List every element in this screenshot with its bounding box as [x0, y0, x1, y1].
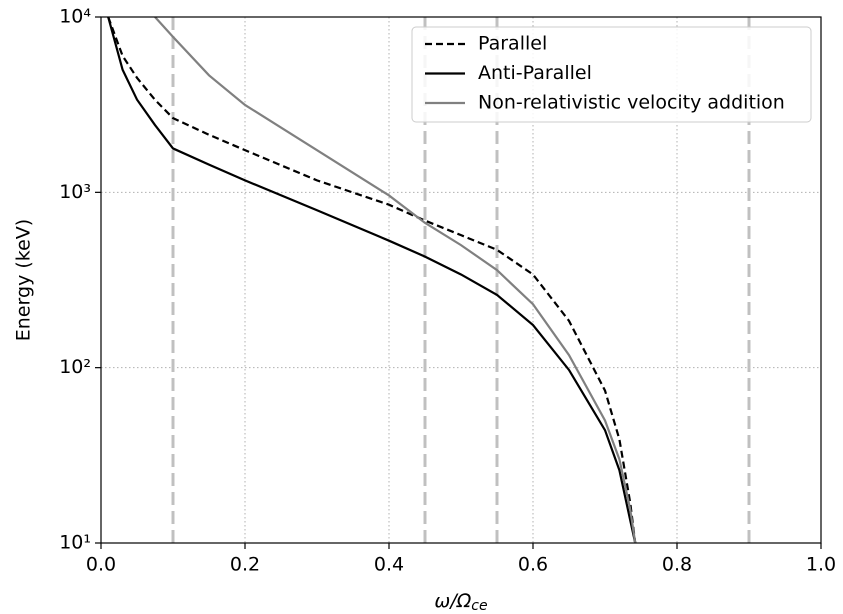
- x-axis-label-sub: ce: [471, 598, 487, 614]
- legend-box: [411, 26, 812, 123]
- plot-frame: [100, 16, 822, 544]
- x-axis-label-main: ω/Ω: [434, 590, 471, 612]
- series-line: [107, 17, 637, 543]
- legend-label: Non-relativistic velocity addition: [478, 92, 785, 114]
- x-tick-label: 0.8: [662, 554, 692, 576]
- y-tick-label: 10³: [59, 181, 91, 203]
- y-tick-label: 10²: [59, 356, 91, 378]
- x-tick-label: 0.4: [374, 554, 404, 576]
- x-axis-label: ω/Ωce: [434, 590, 487, 614]
- x-tick-label: 0.2: [230, 554, 260, 576]
- x-tick-label: 0.0: [86, 554, 116, 576]
- x-tick-label: 0.6: [518, 554, 548, 576]
- y-axis-label: Energy (keV): [13, 219, 35, 341]
- legend-label: Anti-Parallel: [478, 62, 592, 84]
- y-tick-label: 10¹: [59, 532, 91, 554]
- y-tick-label: 10⁴: [59, 6, 91, 28]
- series-line: [107, 17, 637, 543]
- x-tick-label: 1.0: [806, 554, 836, 576]
- legend-label: Parallel: [478, 33, 547, 55]
- series-line: [154, 17, 637, 543]
